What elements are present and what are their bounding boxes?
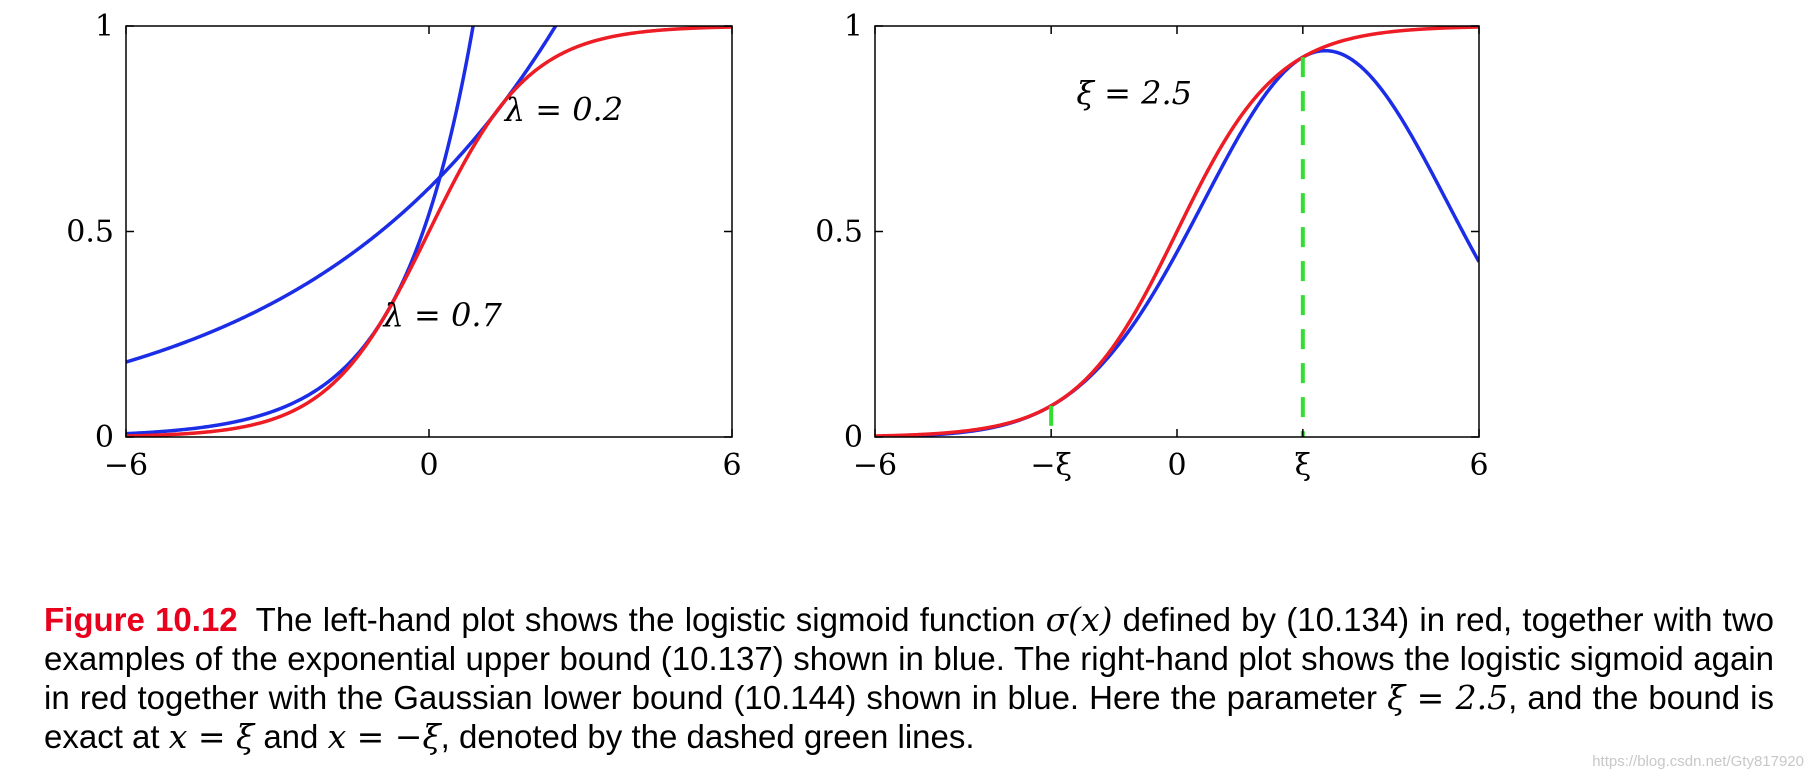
- annotation-label: λ = 0.2: [503, 91, 623, 129]
- upper-bound-line-0.2: [126, 26, 558, 364]
- upper-bound-line-0.7: [126, 26, 475, 436]
- caption-segment: sigmoid again in red together with the G…: [44, 640, 1775, 716]
- caption-math: x = ξ: [168, 717, 255, 756]
- watermark: https://blog.csdn.net/Gty817920: [1592, 753, 1804, 770]
- caption-segment: defined by (10.134) in red, together: [1112, 601, 1644, 638]
- caption-math: ξ = 2.5: [1387, 678, 1509, 717]
- caption-text: The left-hand plot shows the logistic si…: [44, 600, 1775, 756]
- x-tick-label: −6: [104, 448, 148, 483]
- caption-math: x = −ξ: [327, 717, 441, 756]
- caption-segment: The left-hand plot shows the logistic si…: [255, 601, 1046, 638]
- y-tick-label: 1: [844, 9, 863, 44]
- y-tick-label: 0.5: [66, 215, 114, 250]
- caption-segment: , denoted by the dashed green lines.: [440, 718, 975, 755]
- sigmoid-line: [875, 26, 1479, 437]
- x-tick-label: ξ: [1295, 448, 1312, 483]
- y-tick-label: 0.5: [815, 215, 863, 250]
- x-tick-label: 6: [722, 448, 741, 483]
- x-tick-label: 6: [1469, 448, 1488, 483]
- right-plot: −6 −ξ 0 ξ 6 0 0.5 1 ξ = 2.5: [815, 9, 1488, 483]
- x-tick-label: −ξ: [1030, 448, 1072, 483]
- x-tick-label: 0: [419, 448, 438, 483]
- annotation-label: λ = 0.7: [382, 296, 503, 334]
- y-tick-label: 1: [95, 9, 114, 44]
- x-tick-label: 0: [1167, 448, 1186, 483]
- caption-math: σ(x): [1045, 600, 1113, 639]
- x-tick-label: −6: [853, 448, 897, 483]
- caption-segment: and: [254, 718, 328, 755]
- figure-plots: −6 0 600.51λ = 0.2λ = 0.7 −6 −ξ 0 ξ 600.51ξ = …: [66, 9, 1488, 483]
- y-tick-label: 0: [844, 420, 863, 455]
- annotation-label: ξ = 2.5: [1076, 74, 1192, 112]
- figure-caption: Figure 10.12 The left-hand plot shows the…: [44, 600, 1774, 756]
- y-tick-label: 0: [95, 420, 114, 455]
- left-plot: −6 0 600.51λ = 0.2λ = 0.7: [66, 9, 741, 483]
- caption-segment: with two examples of the exponential upp…: [44, 601, 1775, 677]
- sigmoid-line: [126, 26, 732, 437]
- caption-segment: , and the bound is exact at: [44, 679, 1774, 755]
- caption-label: Figure 10.12: [44, 601, 238, 638]
